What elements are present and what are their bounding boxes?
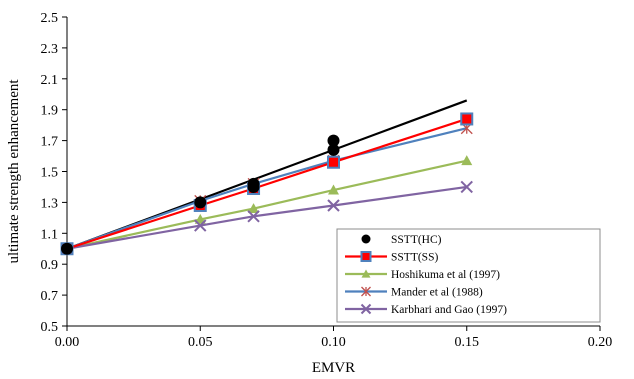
x-tick-label: 0.05	[188, 335, 213, 350]
x-marker	[327, 199, 340, 212]
y-tick-label: 1.7	[41, 135, 59, 150]
x-tick-label: 0.20	[588, 335, 613, 350]
square-marker	[327, 155, 340, 169]
y-tick-label: 0.5	[41, 320, 59, 335]
triangle-marker	[461, 155, 473, 166]
square-marker	[460, 112, 474, 126]
y-tick-label: 0.9	[41, 258, 59, 273]
circle-marker	[247, 180, 260, 193]
x-marker	[360, 303, 372, 315]
y-tick-label: 1.1	[41, 227, 59, 242]
circle-marker	[327, 134, 340, 147]
y-tick-label: 2.5	[41, 11, 59, 26]
circle-marker	[327, 143, 340, 156]
square-marker	[360, 251, 372, 262]
x-marker	[194, 219, 207, 232]
legend-box	[336, 228, 601, 323]
y-axis-title: ultimate strength enhancement	[6, 79, 22, 264]
series-group	[60, 99, 474, 256]
triangle-marker	[361, 269, 371, 278]
y-tick-label: 1.3	[41, 196, 59, 211]
legend-entry: Hoshikuma et al (1997)	[345, 269, 500, 281]
circle-marker	[361, 234, 371, 244]
legend-label: Karbhari and Gao (1997)	[391, 304, 507, 316]
x-tick-label: 0.15	[455, 335, 480, 350]
x-axis: 0.00 0.05 0.10 0.15 0.20	[55, 325, 613, 350]
y-tick-label: 1.9	[41, 104, 59, 119]
legend-label: SSTT(SS)	[391, 252, 438, 264]
x-tick-label: 0.10	[321, 335, 346, 350]
triangle-marker	[194, 213, 206, 224]
x-marker	[460, 180, 473, 194]
series-sstt-hc	[61, 134, 340, 255]
triangle-marker	[328, 184, 339, 195]
legend-entry: Karbhari and Gao (1997)	[345, 303, 507, 316]
y-tick-label: 2.1	[41, 73, 59, 88]
y-axis: 0.5 0.7 0.9 1.1 1.3 1.5 1.7 1.9 2.1 2.3 2.5	[41, 11, 68, 335]
triangle-marker	[248, 203, 260, 213]
x-tick-label: 0.00	[55, 335, 80, 350]
legend: SSTT(HC) SSTT(SS) Hoshikuma et al (1997) Ma…	[336, 228, 601, 323]
legend-label: SSTT(HC)	[391, 234, 442, 246]
legend-entry: SSTT(SS)	[345, 251, 438, 264]
legend-entry: SSTT(HC)	[361, 234, 442, 246]
x-axis-title: EMVR	[312, 360, 355, 376]
circle-marker	[194, 196, 207, 209]
legend-label: Mander et al (1988)	[391, 287, 483, 299]
x-marker	[247, 210, 260, 223]
legend-label: Hoshikuma et al (1997)	[391, 269, 500, 281]
y-tick-label: 2.3	[41, 42, 59, 57]
y-tick-label: 0.7	[41, 289, 59, 304]
legend-entry: Mander et al (1988)	[345, 287, 483, 299]
y-tick-label: 1.5	[41, 166, 59, 181]
circle-marker	[61, 242, 73, 255]
